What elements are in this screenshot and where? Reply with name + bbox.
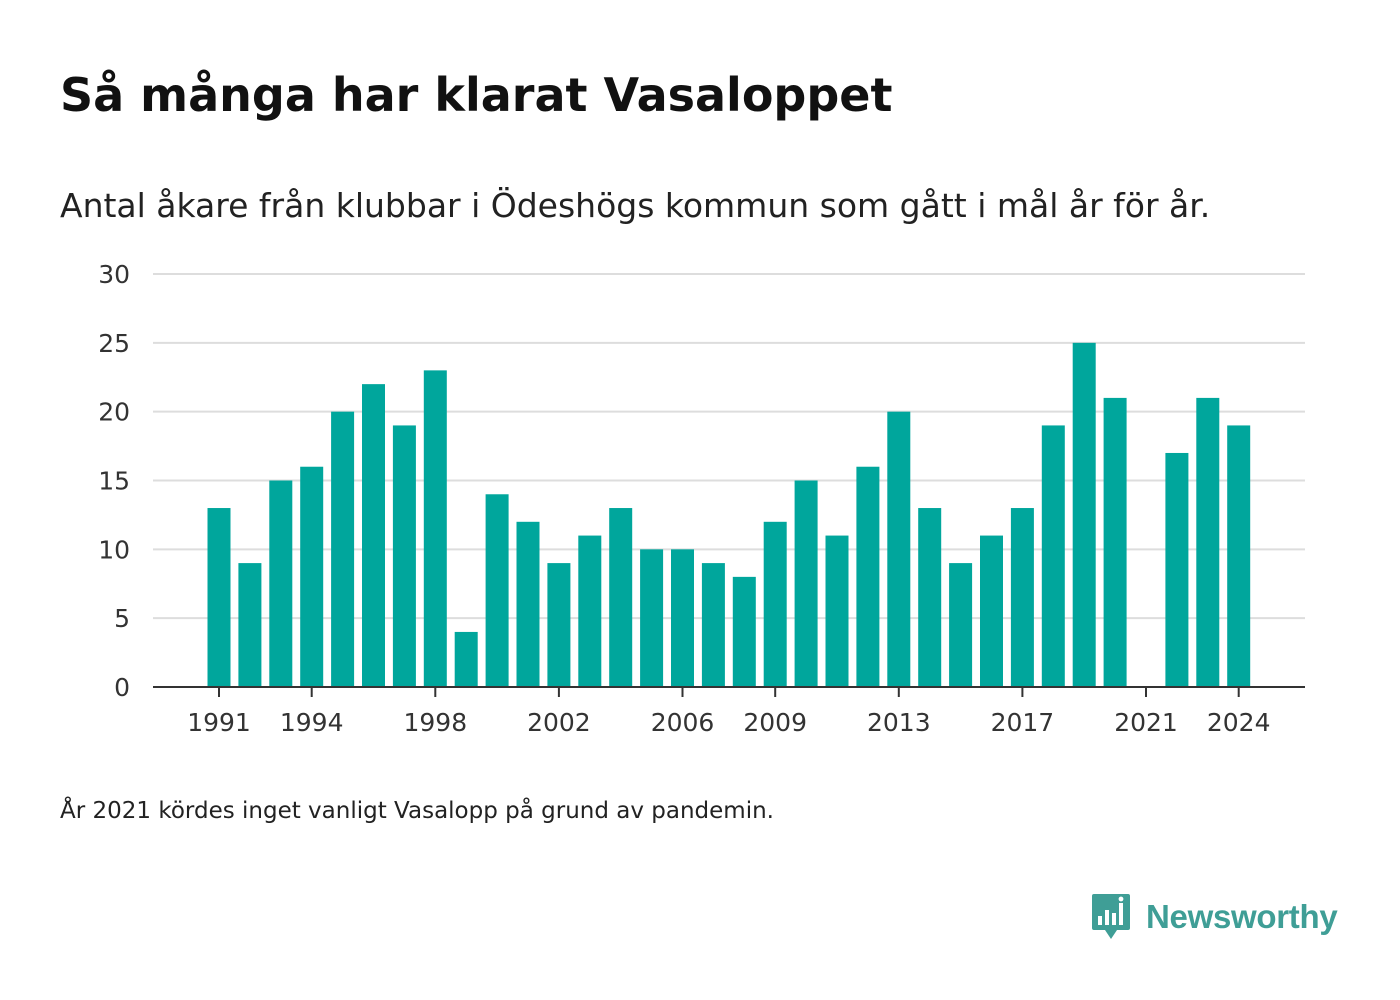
bar-2015: [949, 563, 973, 687]
newsworthy-bar-chart-icon: [1092, 894, 1130, 939]
x-tick-label: 2024: [1207, 708, 1271, 737]
bar-2017: [1010, 508, 1034, 687]
x-tick-label: 2006: [651, 708, 715, 737]
bar-2002: [547, 563, 571, 687]
bar-1994: [300, 466, 324, 687]
chart-title: Så många har klarat Vasaloppet: [60, 68, 893, 122]
x-tick-label: 1998: [403, 708, 467, 737]
y-tick-label: 0: [114, 673, 130, 702]
axes: 0 5 10 15 20 25 30 1991 1994 1998 2002 2006 2009 2013…: [98, 260, 1305, 737]
bar-2010: [794, 480, 818, 687]
x-tick-label: 1994: [280, 708, 344, 737]
bar-1997: [392, 425, 416, 687]
bar-2023: [1196, 397, 1220, 687]
bar-2012: [856, 466, 880, 687]
y-tick-label: 15: [98, 467, 130, 496]
bar-2011: [825, 535, 849, 687]
x-tick-label: 2013: [867, 708, 931, 737]
chart-subtitle: Antal åkare från klubbar i Ödeshögs komm…: [60, 186, 1211, 225]
bar-2014: [918, 508, 942, 687]
x-tick-label: 2021: [1114, 708, 1178, 737]
bar-1998: [423, 370, 447, 687]
bar-2008: [732, 576, 756, 687]
bar-2003: [578, 535, 602, 687]
bar-1993: [269, 480, 293, 687]
bar-1991: [207, 508, 231, 687]
y-tick-label: 20: [98, 398, 130, 427]
bars: [207, 342, 1251, 687]
bar-2024: [1227, 425, 1251, 687]
x-tick-label: 2002: [527, 708, 591, 737]
y-tick-label: 5: [114, 604, 130, 633]
brand-logo: Newsworthy: [1090, 892, 1338, 942]
bar-1996: [362, 384, 385, 687]
x-tick-label: 2009: [743, 708, 807, 737]
bar-2000: [485, 494, 509, 687]
gridlines: [153, 273, 1305, 620]
bar-2019: [1072, 342, 1096, 687]
bar-2013: [887, 411, 911, 687]
bar-2006: [671, 549, 694, 687]
bar-chart: 0 5 10 15 20 25 30 1991 1994 1998 2002 2006 2009 2013…: [98, 260, 1305, 737]
y-tick-label: 10: [98, 535, 130, 564]
bar-1995: [331, 411, 355, 687]
bar-1999: [454, 631, 478, 687]
bar-2004: [609, 508, 633, 687]
x-tick-label: 1991: [187, 708, 251, 737]
bar-1992: [238, 563, 262, 687]
footnote: År 2021 kördes inget vanligt Vasalopp på…: [60, 798, 774, 824]
y-tick-label: 30: [98, 260, 130, 289]
bar-2007: [701, 563, 725, 687]
bar-2022: [1165, 452, 1189, 687]
x-tick-label: 2017: [991, 708, 1055, 737]
bar-2009: [763, 521, 787, 687]
y-tick-label: 25: [98, 329, 130, 358]
bar-2005: [640, 549, 664, 687]
bar-2018: [1041, 425, 1065, 687]
bar-2020: [1103, 397, 1127, 687]
brand-name: Newsworthy: [1146, 898, 1338, 935]
bar-2016: [980, 535, 1003, 687]
bar-2001: [516, 521, 540, 687]
